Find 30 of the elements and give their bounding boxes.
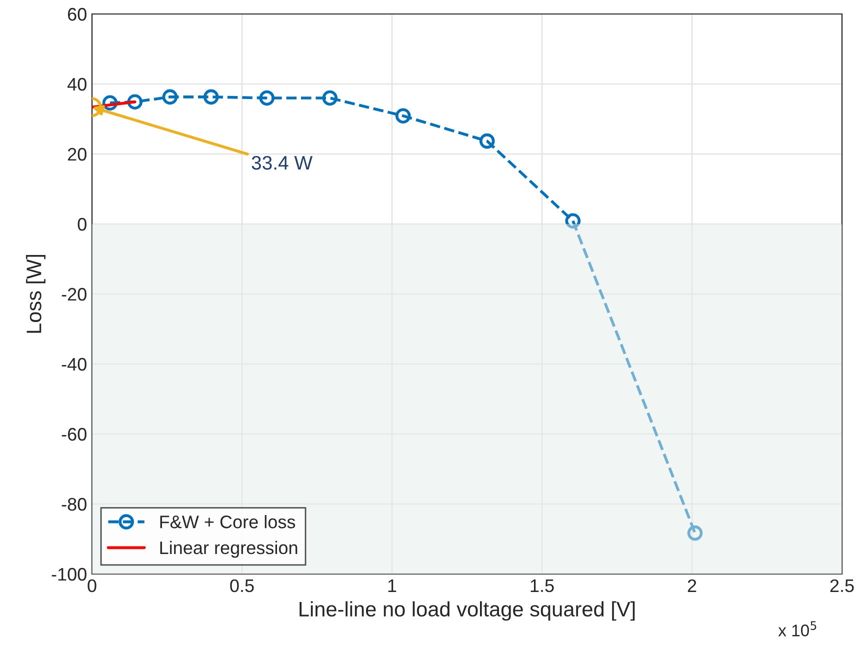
point xyxy=(203,89,219,105)
point xyxy=(259,90,275,106)
y-tick-label: -100 xyxy=(52,568,86,581)
y-tick-label: -20 xyxy=(62,288,86,301)
text: x 10$^{5}$ xyxy=(778,621,816,636)
y-tick-label: -80 xyxy=(62,498,86,511)
x-tick-label: 1.5 xyxy=(530,580,554,592)
x-tick-label: 0 xyxy=(88,579,96,592)
point xyxy=(322,90,338,106)
y-tick-label: -60 xyxy=(62,428,86,441)
x-axis-title: Line-line no load voltage squared [V] xyxy=(300,601,635,621)
point xyxy=(687,525,703,541)
point xyxy=(127,94,143,110)
annotation: 33.4 W xyxy=(252,156,313,170)
point xyxy=(395,108,411,124)
x-tick-label: 0.5 xyxy=(230,579,254,592)
y-tick-label: 0 xyxy=(78,218,86,231)
legend-label: Linear regression xyxy=(160,540,298,558)
y-tick-label: 40 xyxy=(67,78,86,91)
x-tick-label: 1 xyxy=(388,580,396,592)
point xyxy=(162,89,178,105)
x-tick-label: 2 xyxy=(688,579,696,592)
point xyxy=(479,133,495,149)
legend-label: F&W + Core loss xyxy=(160,515,296,528)
y-tick-label: 60 xyxy=(68,8,86,21)
x-tick-label: 2.5 xyxy=(830,579,854,592)
y-tick-label: 20 xyxy=(68,148,86,161)
y-tick-label: -40 xyxy=(62,358,86,371)
point xyxy=(565,213,581,228)
y-axis-title: Loss [W] xyxy=(26,254,46,333)
